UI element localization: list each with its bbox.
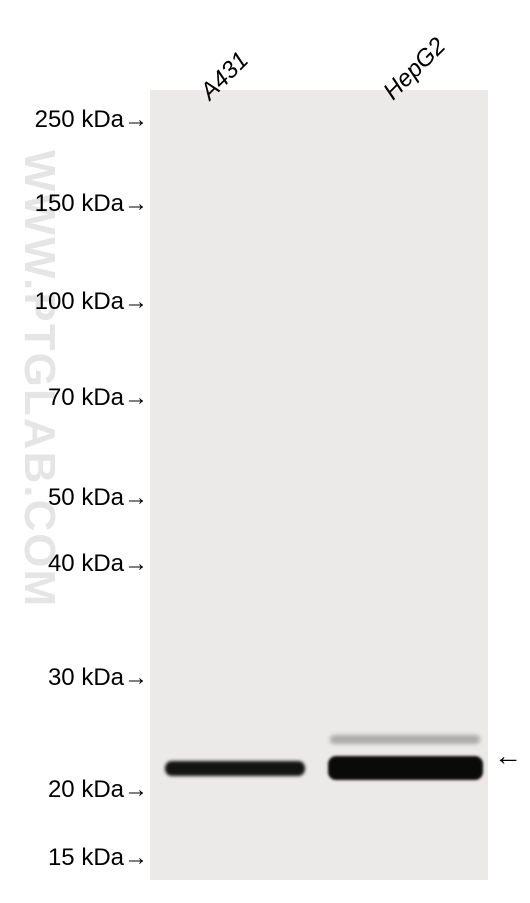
band-lane0-0 [165,761,305,776]
mw-marker-label: 50 kDa [48,484,124,511]
mw-marker-1: 150 kDa→ [35,190,148,218]
mw-marker-label: 15 kDa [48,844,124,871]
watermark-text: WWW.PTGLAB.COM [14,150,64,608]
mw-marker-4: 50 kDa→ [48,484,148,512]
mw-marker-3: 70 kDa→ [48,384,148,412]
mw-marker-0: 250 kDa→ [35,106,148,134]
arrow-right-icon: → [124,844,148,872]
western-blot-figure: WWW.PTGLAB.COM A431 HepG2 250 kDa→150 kD… [0,0,530,903]
arrow-right-icon: → [124,190,148,218]
mw-marker-label: 40 kDa [48,550,124,577]
arrow-right-icon: → [124,484,148,512]
band-lane1-1 [330,735,480,744]
arrow-right-icon: → [124,288,148,316]
arrow-right-icon: → [124,776,148,804]
mw-marker-2: 100 kDa→ [35,288,148,316]
arrow-right-icon: → [124,664,148,692]
mw-marker-label: 250 kDa [35,106,124,133]
arrow-right-icon: → [124,550,148,578]
mw-marker-8: 15 kDa→ [48,844,148,872]
arrow-right-icon: → [124,384,148,412]
target-band-arrow-icon: ← [494,740,522,772]
mw-marker-label: 100 kDa [35,288,124,315]
band-lane1-0 [328,756,483,780]
arrow-right-icon: → [124,106,148,134]
mw-marker-6: 30 kDa→ [48,664,148,692]
mw-marker-label: 30 kDa [48,664,124,691]
mw-marker-label: 70 kDa [48,384,124,411]
mw-marker-label: 20 kDa [48,776,124,803]
mw-marker-7: 20 kDa→ [48,776,148,804]
mw-marker-5: 40 kDa→ [48,550,148,578]
mw-marker-label: 150 kDa [35,190,124,217]
